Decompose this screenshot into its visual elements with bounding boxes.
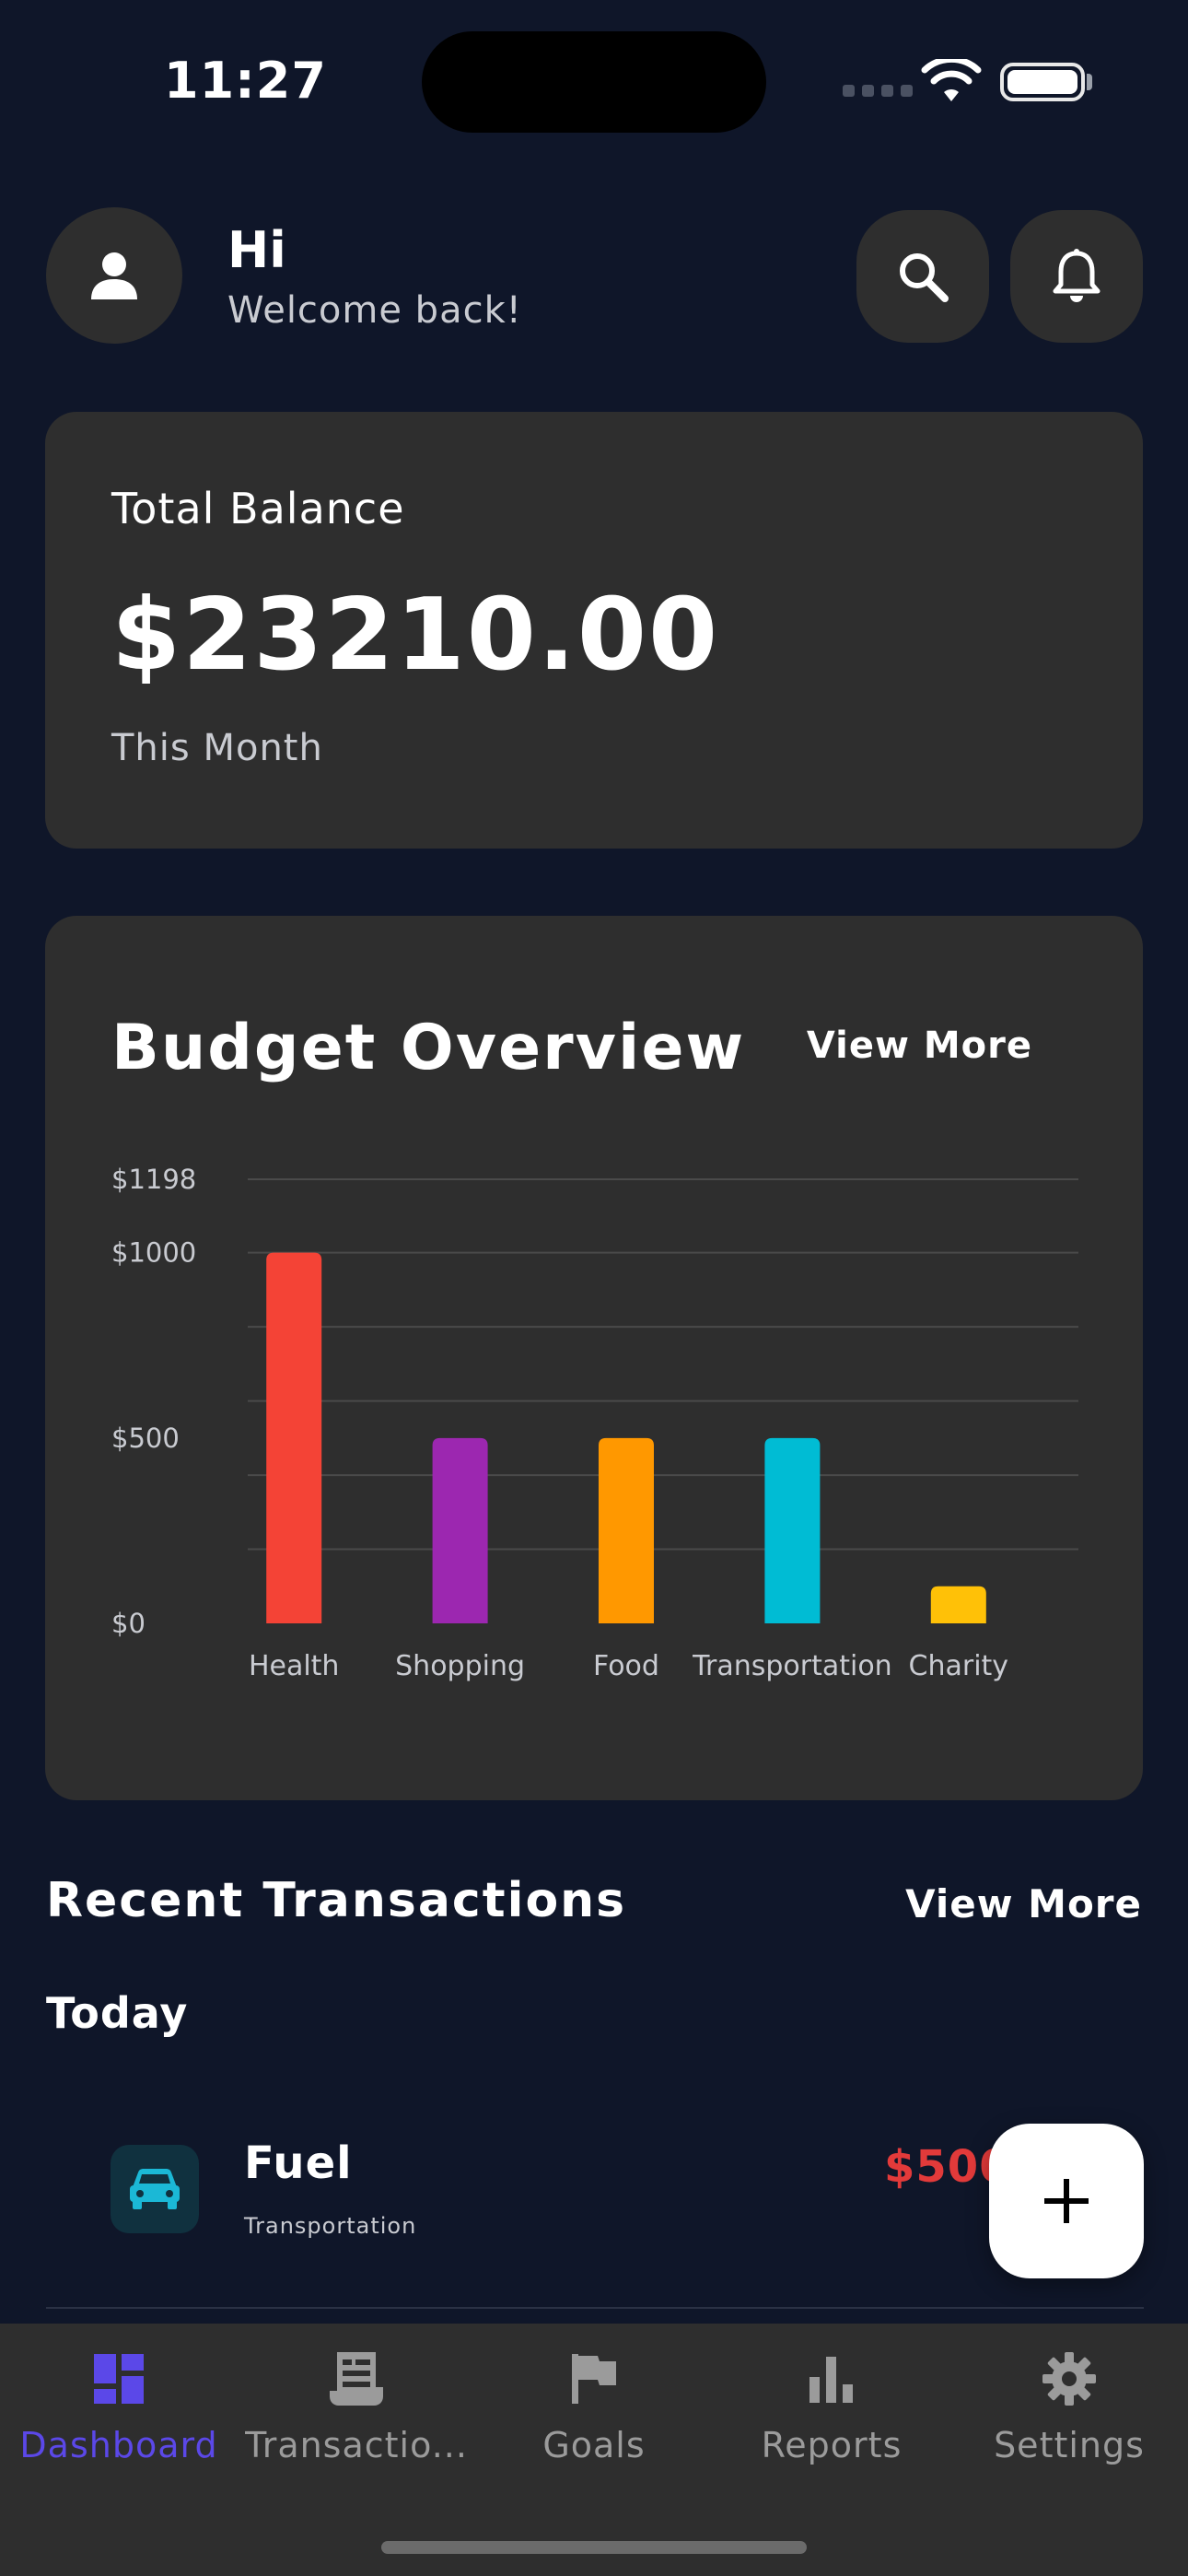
transaction-group-label: Today	[46, 1988, 189, 2038]
battery-tip	[1087, 74, 1092, 90]
transaction-icon-box	[111, 2145, 199, 2233]
bell-icon	[1053, 249, 1101, 302]
nav-label: Goals	[542, 2425, 646, 2465]
nav-settings[interactable]: Settings	[950, 2349, 1188, 2497]
transaction-row[interactable]: Fuel Transportation $500	[46, 2110, 1144, 2309]
x-tick-label: Shopping	[395, 1650, 525, 1682]
bar-charity[interactable]	[930, 1586, 986, 1623]
nav-label: Reports	[761, 2425, 903, 2465]
y-tick-label: $1198	[111, 1164, 196, 1195]
receipt-icon	[330, 2352, 383, 2406]
nav-goals[interactable]: Goals	[475, 2349, 713, 2497]
balance-amount: $23210.00	[111, 578, 720, 693]
nav-label: Dashboard	[19, 2425, 218, 2465]
flag-icon	[572, 2354, 616, 2404]
nav-transactions[interactable]: Transactio...	[238, 2349, 475, 2497]
bar-chart-icon	[809, 2357, 853, 2403]
recent-view-more-link[interactable]: View More	[905, 1881, 1142, 1926]
transaction-name: Fuel	[244, 2137, 353, 2189]
balance-period: This Month	[111, 727, 323, 769]
transaction-category: Transportation	[244, 2213, 417, 2239]
add-transaction-button[interactable]	[989, 2124, 1144, 2278]
car-icon	[130, 2169, 180, 2209]
y-tick-label: $0	[111, 1608, 146, 1639]
cellular-signal-icon	[843, 85, 913, 97]
user-icon	[91, 252, 137, 299]
bar-transportation[interactable]	[764, 1437, 821, 1623]
welcome-text: Welcome back!	[227, 289, 522, 332]
budget-title: Budget Overview	[111, 1012, 746, 1084]
budget-view-more-link[interactable]: View More	[806, 1025, 1032, 1067]
nav-label: Settings	[994, 2425, 1145, 2465]
nav-dashboard[interactable]: Dashboard	[0, 2349, 238, 2497]
avatar[interactable]	[46, 207, 182, 344]
bar-health[interactable]	[266, 1252, 322, 1623]
recent-transactions-title: Recent Transactions	[46, 1873, 627, 1928]
x-tick-label: Charity	[909, 1650, 1009, 1682]
search-button[interactable]	[856, 210, 989, 343]
budget-overview-card: $0 $500 $1000 $1198 Health Shopping Food Transp…	[45, 916, 1143, 1800]
dynamic-island	[422, 31, 766, 133]
home-indicator	[381, 2541, 807, 2554]
x-tick-label: Food	[593, 1650, 659, 1682]
plus-icon	[1044, 2179, 1089, 2223]
balance-card: Total Balance $23210.00 This Month	[45, 412, 1143, 849]
status-time: 11:27	[164, 52, 327, 110]
transaction-amount: $500	[884, 2141, 1011, 2193]
bar-food[interactable]	[599, 1437, 654, 1623]
battery-icon	[1000, 63, 1085, 101]
y-tick-label: $1000	[111, 1237, 196, 1269]
gear-icon	[1042, 2352, 1096, 2406]
bar-shopping[interactable]	[432, 1437, 488, 1623]
dashboard-icon	[94, 2354, 144, 2404]
greeting-text: Hi	[227, 221, 286, 279]
y-tick-label: $500	[111, 1423, 180, 1454]
x-tick-label: Health	[249, 1650, 340, 1682]
notifications-button[interactable]	[1010, 210, 1143, 343]
nav-label: Transactio...	[245, 2425, 468, 2465]
x-tick-label: Transportation	[692, 1650, 892, 1682]
budget-chart: $0 $500 $1000 $1198 Health Shopping Food Transp…	[111, 1164, 1078, 1682]
balance-label: Total Balance	[111, 484, 405, 533]
bottom-navigation: Dashboard Transactio... Goals	[0, 2324, 1188, 2576]
wifi-icon	[921, 59, 982, 101]
search-icon	[900, 253, 949, 302]
nav-reports[interactable]: Reports	[713, 2349, 950, 2497]
